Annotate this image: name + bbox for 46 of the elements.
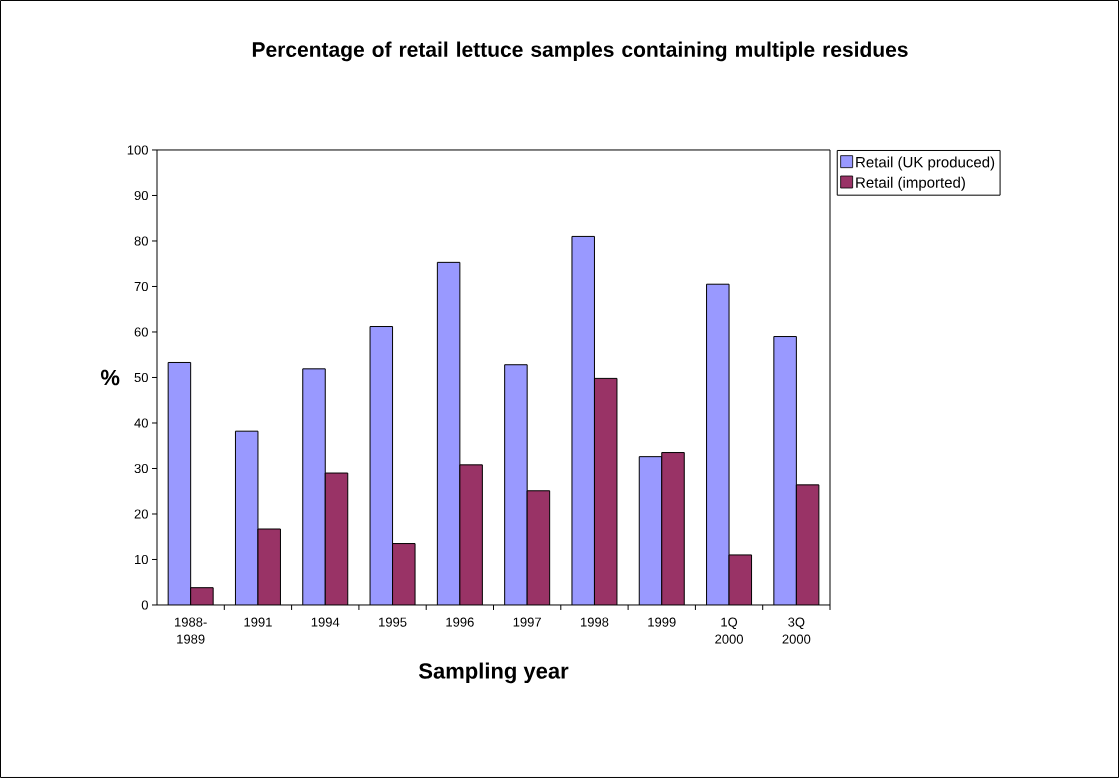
bar [459, 464, 483, 605]
bar [795, 484, 820, 605]
bar [235, 431, 258, 605]
y-tick-label: 50 [134, 372, 148, 383]
bar [729, 554, 752, 605]
y-axis-title: % [100, 369, 120, 386]
bar [302, 368, 326, 605]
x-tick-label: 1998 [580, 617, 609, 627]
bar [190, 587, 214, 605]
x-tick-label: 1Q 2000 [715, 617, 743, 644]
bar [437, 262, 460, 605]
x-tick-label: 1999 [648, 617, 676, 627]
bar [773, 336, 797, 605]
x-tick-label: 1995 [379, 617, 407, 627]
bar [594, 378, 617, 605]
bar [370, 326, 393, 605]
x-tick-label: 3Q 2000 [782, 617, 811, 644]
y-tick-label: 10 [135, 554, 148, 565]
x-tick-label: 1997 [513, 617, 541, 627]
bar [504, 364, 528, 605]
legend-label: Retail (UK produced) [856, 156, 995, 171]
bar [527, 490, 550, 605]
y-tick-label: 80 [134, 236, 148, 246]
y-tick-label: 100 [127, 145, 148, 155]
bar [257, 529, 281, 605]
y-tick-label: 30 [134, 463, 148, 474]
bar [571, 236, 595, 605]
legend-label: Retail (imported) [856, 176, 965, 191]
y-tick-label: 90 [134, 190, 148, 201]
x-axis-title: Sampling year [418, 662, 569, 684]
y-tick-label: 70 [134, 281, 148, 292]
y-tick-label: 20 [134, 509, 148, 519]
bar [168, 362, 191, 605]
y-tick-label: 60 [134, 327, 148, 337]
bar [661, 452, 685, 605]
bar [639, 456, 662, 605]
x-tick-label: 1991 [244, 617, 272, 627]
bar [325, 473, 348, 605]
bar [706, 284, 730, 605]
y-tick-label: 40 [134, 418, 148, 428]
x-tick-label: 1996 [446, 617, 474, 627]
x-tick-label: 1988-1989 [175, 617, 207, 644]
chart-title: Percentage of retail lettuce samples containing multiple residues [252, 41, 908, 62]
y-tick-label: 0 [141, 600, 148, 610]
x-tick-label: 1994 [311, 617, 340, 627]
bar [392, 543, 416, 605]
